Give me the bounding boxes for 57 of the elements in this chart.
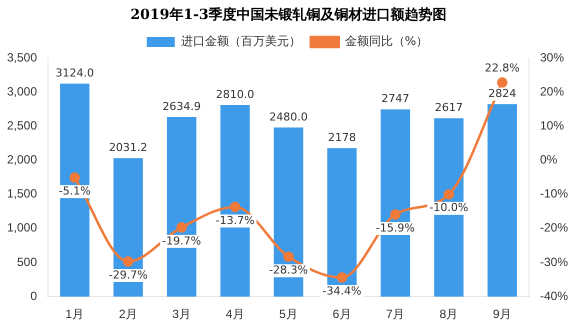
- point: [176, 222, 187, 233]
- data-label: -19.7%: [162, 234, 202, 248]
- x-tick-label: 5月: [279, 307, 298, 322]
- x-tick-label: 2月: [118, 307, 138, 322]
- y2-tick-label: 20%: [540, 84, 564, 98]
- legend-label: 金额同比（%）: [344, 34, 428, 48]
- data-label: 2634.9: [162, 100, 201, 113]
- data-label: 2824: [488, 86, 516, 100]
- data-label: -34.4%: [322, 284, 362, 298]
- data-label: 2031.2: [108, 140, 148, 154]
- x-tick-label: 6月: [332, 307, 352, 322]
- data-label: -15.9%: [376, 221, 415, 234]
- bar: [60, 84, 90, 297]
- x-tick-label: 1月: [65, 307, 84, 322]
- chart-title: 2019年1-3季度中国未锻轧铜及铜材进口额趋势图: [129, 6, 448, 25]
- y2-tick-label: 10%: [540, 118, 564, 132]
- data-label: 2747: [381, 92, 410, 106]
- data-label: 3124.0: [56, 66, 94, 80]
- y-tick-label: 2,500: [7, 118, 38, 132]
- data-label: -10.0%: [429, 201, 468, 214]
- point: [497, 77, 508, 88]
- bar: [488, 104, 517, 297]
- y-tick-label: 3,000: [7, 84, 38, 98]
- y2-tick-label: -10%: [540, 186, 568, 201]
- y-tick-label: 1,000: [7, 220, 38, 235]
- y2-tick-label: 30%: [540, 50, 564, 64]
- y-tick-label: 500: [17, 254, 38, 269]
- y-tick-label: 1,500: [7, 186, 38, 201]
- y2-tick-label: -30%: [540, 254, 568, 269]
- data-label: 2617: [434, 101, 463, 114]
- legend-label: 进口金额（百万美元）: [180, 34, 301, 48]
- y-tick-label: 3,500: [7, 50, 38, 64]
- x-tick-label: 4月: [226, 307, 244, 322]
- point: [122, 256, 134, 267]
- point: [444, 189, 454, 200]
- x-tick-label: 3月: [172, 307, 191, 322]
- data-label: -29.7%: [108, 268, 148, 282]
- point: [283, 251, 294, 262]
- x-tick-label: 8月: [439, 307, 458, 322]
- point: [230, 202, 240, 212]
- point: [390, 209, 401, 220]
- data-label: 2480.0: [269, 110, 308, 124]
- data-label: -13.7%: [216, 214, 255, 227]
- y2-tick-label: -40%: [540, 288, 568, 303]
- data-label: 2178: [328, 130, 356, 144]
- point: [70, 172, 80, 183]
- data-label: -28.3%: [269, 264, 308, 277]
- x-tick-label: 9月: [492, 307, 512, 322]
- y-tick-label: 2,000: [7, 152, 38, 167]
- data-label: -5.1%: [58, 184, 91, 198]
- y2-tick-label: -20%: [540, 220, 568, 235]
- data-label: 2810.0: [216, 88, 254, 101]
- x-tick-label: 7月: [386, 307, 405, 322]
- y2-tick-label: 0%: [540, 152, 558, 167]
- point: [336, 272, 348, 283]
- y-tick-label: 0: [30, 288, 38, 303]
- data-label: 22.8%: [484, 61, 520, 74]
